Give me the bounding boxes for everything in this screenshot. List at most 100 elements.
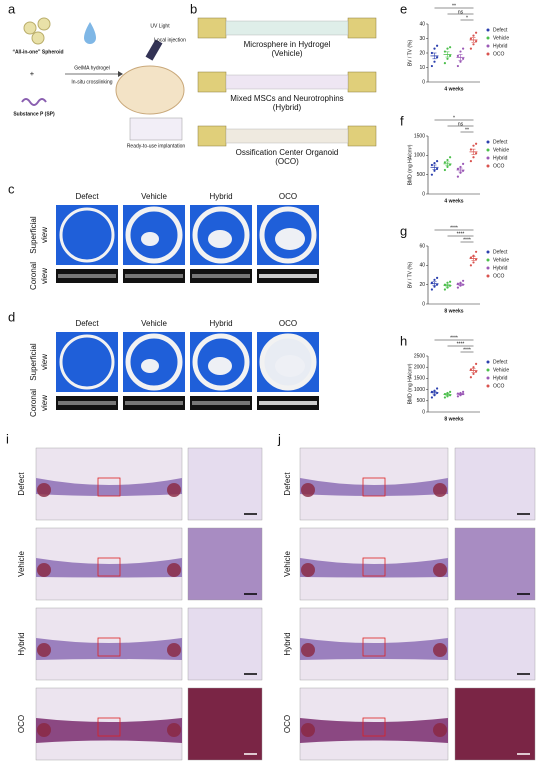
bone-fragment [208, 357, 232, 375]
legend-marker [486, 384, 490, 388]
panel-label: j [277, 431, 281, 446]
y-tick-label: 40 [419, 263, 425, 269]
data-point [436, 44, 439, 47]
label: In-situ crosslinking [71, 79, 112, 85]
legend-marker [486, 28, 490, 32]
histology-inset [454, 527, 536, 601]
data-point [459, 165, 462, 169]
tissue-node [433, 723, 447, 737]
data-point [443, 50, 446, 53]
zoom-box [97, 717, 121, 737]
label: Microsphere in Hydrogel [244, 40, 331, 49]
row-label: OCO [17, 715, 26, 733]
label: view [40, 354, 49, 370]
legend-label: Vehicle [493, 367, 509, 373]
spheroid-icon [37, 17, 51, 31]
zoom-box [362, 717, 386, 737]
data-point [443, 283, 446, 286]
tissue-band [300, 638, 448, 660]
label: Mixed MSCs and Neurotrophins [230, 94, 343, 103]
tissue-node [301, 563, 315, 577]
significance-label: **** [457, 341, 465, 347]
legend-label: Defect [493, 27, 508, 33]
data-point [449, 54, 452, 58]
coronal-bone [192, 401, 250, 405]
histology-inset [454, 447, 536, 521]
label: Superficial [29, 343, 38, 381]
micro-ct-image [56, 332, 118, 392]
data-point [430, 281, 433, 284]
y-axis-label: BMD (mg HA/cm³) [407, 144, 413, 185]
data-point [469, 376, 472, 379]
label: Hybrid [209, 192, 232, 201]
tissue-node [167, 723, 181, 737]
data-point [462, 162, 465, 165]
histology-inset [454, 607, 536, 681]
tissue-band [36, 638, 182, 660]
panel-label: d [8, 309, 15, 324]
data-point [469, 37, 472, 40]
spheroid-icon [23, 21, 37, 35]
y-axis-label: BV / TV (%) [407, 40, 413, 67]
data-point [469, 47, 472, 50]
panel-label: e [400, 1, 407, 16]
bone-ring [192, 206, 250, 264]
row-label: Defect [17, 472, 26, 496]
y-axis-label: BMD (mg HA/cm³) [407, 363, 413, 404]
panel-label: b [190, 1, 197, 16]
data-point [462, 57, 465, 60]
bone-fragment [141, 359, 159, 373]
legend-label: Vehicle [493, 147, 509, 153]
legend-marker [486, 368, 490, 372]
data-point [459, 60, 462, 63]
droplet-icon [84, 22, 96, 44]
bone-edge [197, 125, 227, 147]
uv-icon [145, 39, 163, 61]
hydrogel [225, 128, 349, 144]
tissue-band [36, 478, 182, 496]
panel-label: a [8, 1, 16, 16]
data-point [443, 161, 446, 164]
tissue-band [300, 478, 448, 496]
data-point [446, 281, 449, 284]
label: Substance P (SP) [13, 111, 55, 117]
y-tick-label: 0 [422, 191, 425, 197]
data-point [436, 283, 439, 286]
x-axis-label: 8 weeks [444, 308, 463, 314]
data-point [449, 156, 452, 159]
data-point [469, 368, 472, 371]
data-point [449, 390, 452, 393]
legend-marker [486, 148, 490, 152]
data-point [449, 280, 452, 283]
legend-label: Hybrid [493, 375, 508, 381]
data-point [433, 169, 436, 172]
significance-label: **** [463, 237, 471, 243]
data-point [430, 51, 433, 55]
tissue-node [433, 563, 447, 577]
data-point [469, 160, 472, 163]
label: Coronal [29, 389, 38, 417]
tissue-node [37, 483, 51, 497]
coronal-bone [125, 401, 183, 405]
legend-marker [486, 52, 490, 56]
y-tick-label: 20 [419, 50, 425, 56]
bone-edge [347, 125, 377, 147]
coronal-bone [58, 401, 116, 405]
significance-label: ns [458, 121, 464, 127]
data-point [456, 395, 459, 398]
legend-marker [486, 258, 490, 262]
label: (OCO) [275, 157, 299, 166]
label: Vehicle [141, 192, 167, 201]
data-point [456, 54, 459, 58]
data-point [472, 144, 475, 147]
row-label: Hybrid [17, 632, 26, 655]
label: “All-in-one” Spheroid [12, 49, 63, 55]
row-label: Defect [283, 472, 292, 496]
data-point [436, 167, 439, 170]
zoom-box [362, 557, 386, 577]
data-point [446, 165, 449, 169]
data-point [433, 394, 436, 397]
legend-label: Defect [493, 249, 508, 255]
label: Coronal [29, 262, 38, 290]
